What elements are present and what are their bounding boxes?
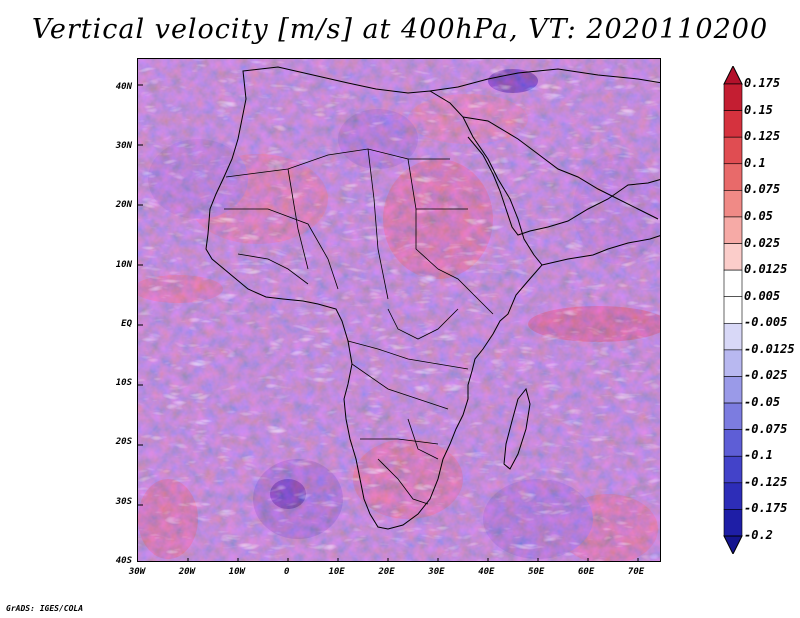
colorbar-segment (723, 269, 743, 298)
latitude-tick-label: 10S (115, 378, 132, 389)
colorbar-segment (723, 429, 743, 457)
credit-text: GrADS: IGES/COLA (6, 604, 84, 613)
colorbar-label: -0.05 (744, 395, 781, 410)
colorbar-label: 0.025 (744, 235, 781, 250)
colorbar-segment (723, 402, 743, 430)
colorbar-segment (723, 509, 743, 537)
latitude-tick-label: 20S (115, 437, 132, 448)
colorbar-label: 0.0125 (744, 262, 788, 277)
colorbar-segment (723, 455, 743, 484)
latitude-tick-label: 30N (115, 140, 132, 151)
colorbar-label: -0.2 (744, 528, 773, 542)
colorbar-label: -0.005 (744, 315, 788, 330)
latitude-tick-label: 10N (115, 259, 132, 270)
longitude-tick-label: 50E (528, 567, 545, 577)
latitude-tick-label: 20N (115, 200, 132, 211)
longitude-tick-label: 10W (228, 567, 245, 577)
map-title: Vertical velocity [m/s] at 400hPa, VT: 2… (31, 14, 769, 45)
colorbar-label: 0.175 (744, 76, 781, 90)
colorbar-segment (723, 190, 743, 218)
longitude-tick-label: 0 (283, 567, 290, 577)
colorbar-segment (723, 136, 743, 165)
colorbar-segment (723, 376, 743, 404)
coastlines (205, 66, 660, 530)
colorbar-label: -0.025 (744, 368, 788, 383)
madagascar-outline (503, 387, 531, 470)
colorbar-segment (723, 243, 743, 271)
latitude-tick-label: EQ (121, 318, 132, 329)
colorbar-label: -0.125 (744, 474, 788, 489)
velocity-field-map (138, 59, 660, 561)
colorbar-label: -0.1 (744, 448, 773, 463)
longitude-tick-label: 40E (478, 567, 495, 577)
longitude-tick-label: 20W (178, 567, 196, 577)
longitude-tick-label: 20E (378, 567, 395, 577)
longitude-tick-label: 70E (627, 567, 645, 577)
colorbar-label: 0.05 (744, 208, 773, 223)
latitude-tick-label: 40S (115, 556, 132, 566)
colorbar-label: 0.1 (744, 155, 766, 170)
colorbar-label: -0.075 (744, 421, 788, 436)
country-borders (224, 148, 494, 505)
colorbar-segment (723, 110, 743, 138)
colorbar (723, 66, 743, 554)
field-streaks (138, 59, 660, 561)
longitude-tick-label: 60E (578, 567, 595, 577)
colorbar-bottom-arrow (723, 535, 743, 554)
colorbar-label: -0.0125 (744, 341, 795, 356)
colorbar-label: 0.005 (744, 288, 781, 303)
colorbar-segment (723, 83, 743, 111)
colorbar-segment (723, 349, 743, 377)
longitude-tick-label: 10E (328, 567, 345, 577)
colorbar-label: -0.175 (744, 501, 788, 516)
longitude-tick-label: 30E (428, 567, 445, 577)
colorbar-segment (723, 296, 743, 324)
latitude-tick-label: 40N (115, 81, 132, 92)
colorbar-segment (723, 482, 743, 510)
colorbar-label: 0.125 (744, 129, 781, 144)
latitude-tick-label: 30S (115, 496, 132, 507)
colorbar-top-arrow (723, 66, 743, 85)
colorbar-label: 0.075 (744, 182, 781, 197)
frame-ticks (138, 84, 639, 561)
map-plot-area (137, 58, 661, 562)
colorbar-segment (723, 216, 743, 244)
longitude-tick-label: 30W (128, 567, 146, 577)
colorbar-segment (723, 163, 743, 191)
colorbar-segment (723, 322, 743, 351)
colorbar-label: 0.15 (744, 102, 773, 117)
